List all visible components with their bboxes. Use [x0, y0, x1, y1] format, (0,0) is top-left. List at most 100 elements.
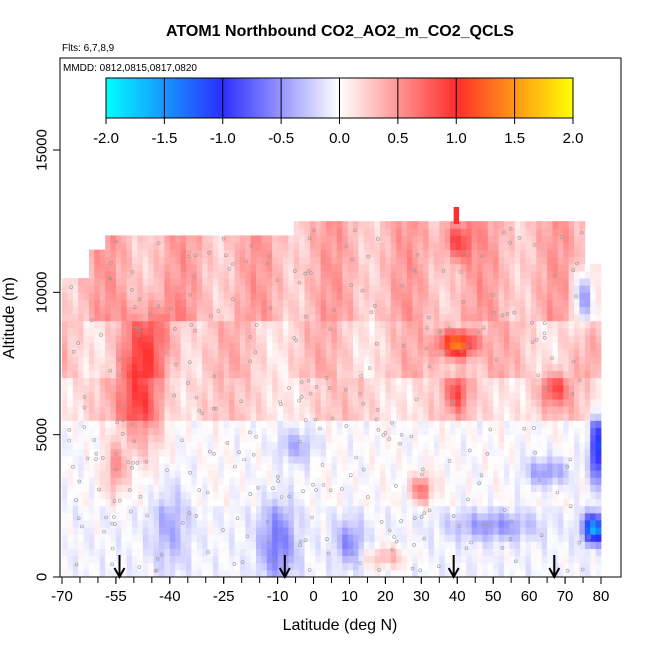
heatmap-cell: [126, 256, 133, 265]
heatmap-cell: [401, 498, 408, 507]
heatmap-cell: [223, 278, 230, 286]
heatmap-cell: [153, 377, 160, 386]
heatmap-cell: [180, 384, 187, 393]
heatmap-cell: [509, 562, 516, 571]
heatmap-cell: [417, 320, 424, 329]
heatmap-cell: [525, 548, 532, 557]
heatmap-cell: [493, 420, 499, 428]
heatmap-cell: [126, 434, 133, 443]
heatmap-cell: [568, 377, 575, 386]
heatmap-cell: [574, 534, 580, 542]
heatmap-cell: [299, 342, 305, 350]
heatmap-cell: [390, 363, 397, 372]
heatmap-cell: [374, 235, 381, 243]
observation-point: [517, 236, 522, 240]
heatmap-cell: [536, 470, 543, 478]
heatmap-cell: [390, 285, 397, 293]
heatmap-cell: [218, 342, 225, 350]
heatmap-cell: [331, 413, 338, 421]
heatmap-cell: [380, 448, 386, 457]
heatmap-cell: [218, 441, 225, 450]
heatmap-cell: [180, 541, 187, 549]
heatmap-cell: [309, 384, 316, 393]
heatmap-cell: [212, 249, 219, 258]
heatmap-cell: [412, 477, 419, 485]
heatmap-cell: [320, 498, 327, 507]
heatmap-cell: [99, 562, 106, 571]
heatmap-cell: [336, 235, 343, 243]
heatmap-cell: [369, 384, 376, 393]
heatmap-cell: [218, 448, 225, 457]
heatmap-cell: [568, 363, 575, 372]
heatmap-cell: [401, 427, 408, 436]
heatmap-cell: [175, 520, 181, 528]
observation-point: [271, 558, 276, 563]
heatmap-cell: [121, 413, 128, 421]
heatmap-cell: [175, 363, 181, 372]
heatmap-cell: [315, 342, 322, 350]
heatmap-cell: [105, 370, 111, 379]
heatmap-cell: [390, 569, 397, 577]
heatmap-cell: [142, 569, 149, 577]
heatmap-cell: [347, 434, 354, 443]
heatmap-cell: [256, 441, 262, 450]
heatmap-cell: [185, 342, 192, 350]
heatmap-cell: [304, 484, 311, 492]
heatmap-cell: [460, 235, 467, 243]
heatmap-cell: [563, 491, 570, 500]
heatmap-cell: [261, 292, 268, 300]
heatmap-cell: [590, 555, 597, 564]
heatmap-cell: [541, 313, 548, 322]
heatmap-cell: [401, 477, 408, 485]
heatmap-cell: [245, 335, 252, 343]
heatmap-cell: [541, 299, 548, 307]
heatmap-cell: [423, 413, 429, 421]
heatmap-cell: [266, 562, 273, 571]
heatmap-cell: [288, 270, 295, 279]
heatmap-cell: [212, 391, 219, 400]
heatmap-cell: [202, 463, 208, 471]
heatmap-cell: [72, 292, 79, 300]
heatmap-cell: [455, 270, 462, 279]
heatmap-cell: [428, 370, 435, 379]
heatmap-cell: [503, 384, 510, 393]
heatmap-cell: [304, 448, 311, 457]
heatmap-cell: [132, 263, 138, 272]
observation-point: [459, 348, 464, 353]
heatmap-cell: [520, 356, 526, 364]
heatmap-cell: [380, 256, 386, 265]
heatmap-cell: [520, 306, 526, 315]
heatmap-cell: [110, 512, 117, 521]
heatmap-cell: [121, 470, 128, 478]
heatmap-cell: [331, 477, 338, 485]
heatmap-cell: [509, 363, 516, 372]
heatmap-cell: [132, 370, 138, 379]
heatmap-cell: [207, 406, 214, 414]
heatmap-cell: [304, 512, 311, 521]
heatmap-cell: [552, 477, 559, 485]
heatmap-cell: [503, 349, 510, 357]
heatmap-cell: [288, 292, 295, 300]
heatmap-cell: [153, 363, 160, 372]
heatmap-cell: [126, 406, 133, 414]
heatmap-cell: [250, 263, 257, 272]
heatmap-cell: [121, 356, 128, 364]
heatmap-cell: [423, 505, 429, 514]
heatmap-cell: [590, 306, 597, 315]
heatmap-cell: [180, 534, 187, 542]
heatmap-cell: [245, 399, 252, 407]
heatmap-cell: [466, 463, 473, 471]
heatmap-cell: [250, 413, 257, 421]
heatmap-cell: [277, 527, 284, 535]
heatmap-cell: [487, 420, 494, 428]
heatmap-cell: [563, 520, 570, 528]
heatmap-cell: [444, 470, 451, 478]
heatmap-cell: [62, 370, 68, 379]
heatmap-cell: [142, 534, 149, 542]
heatmap-cell: [304, 391, 311, 400]
heatmap-cell: [207, 235, 214, 243]
heatmap-cell: [282, 491, 289, 500]
heatmap-cell: [412, 498, 419, 507]
heatmap-cell: [88, 420, 95, 428]
heatmap-cell: [347, 491, 354, 500]
